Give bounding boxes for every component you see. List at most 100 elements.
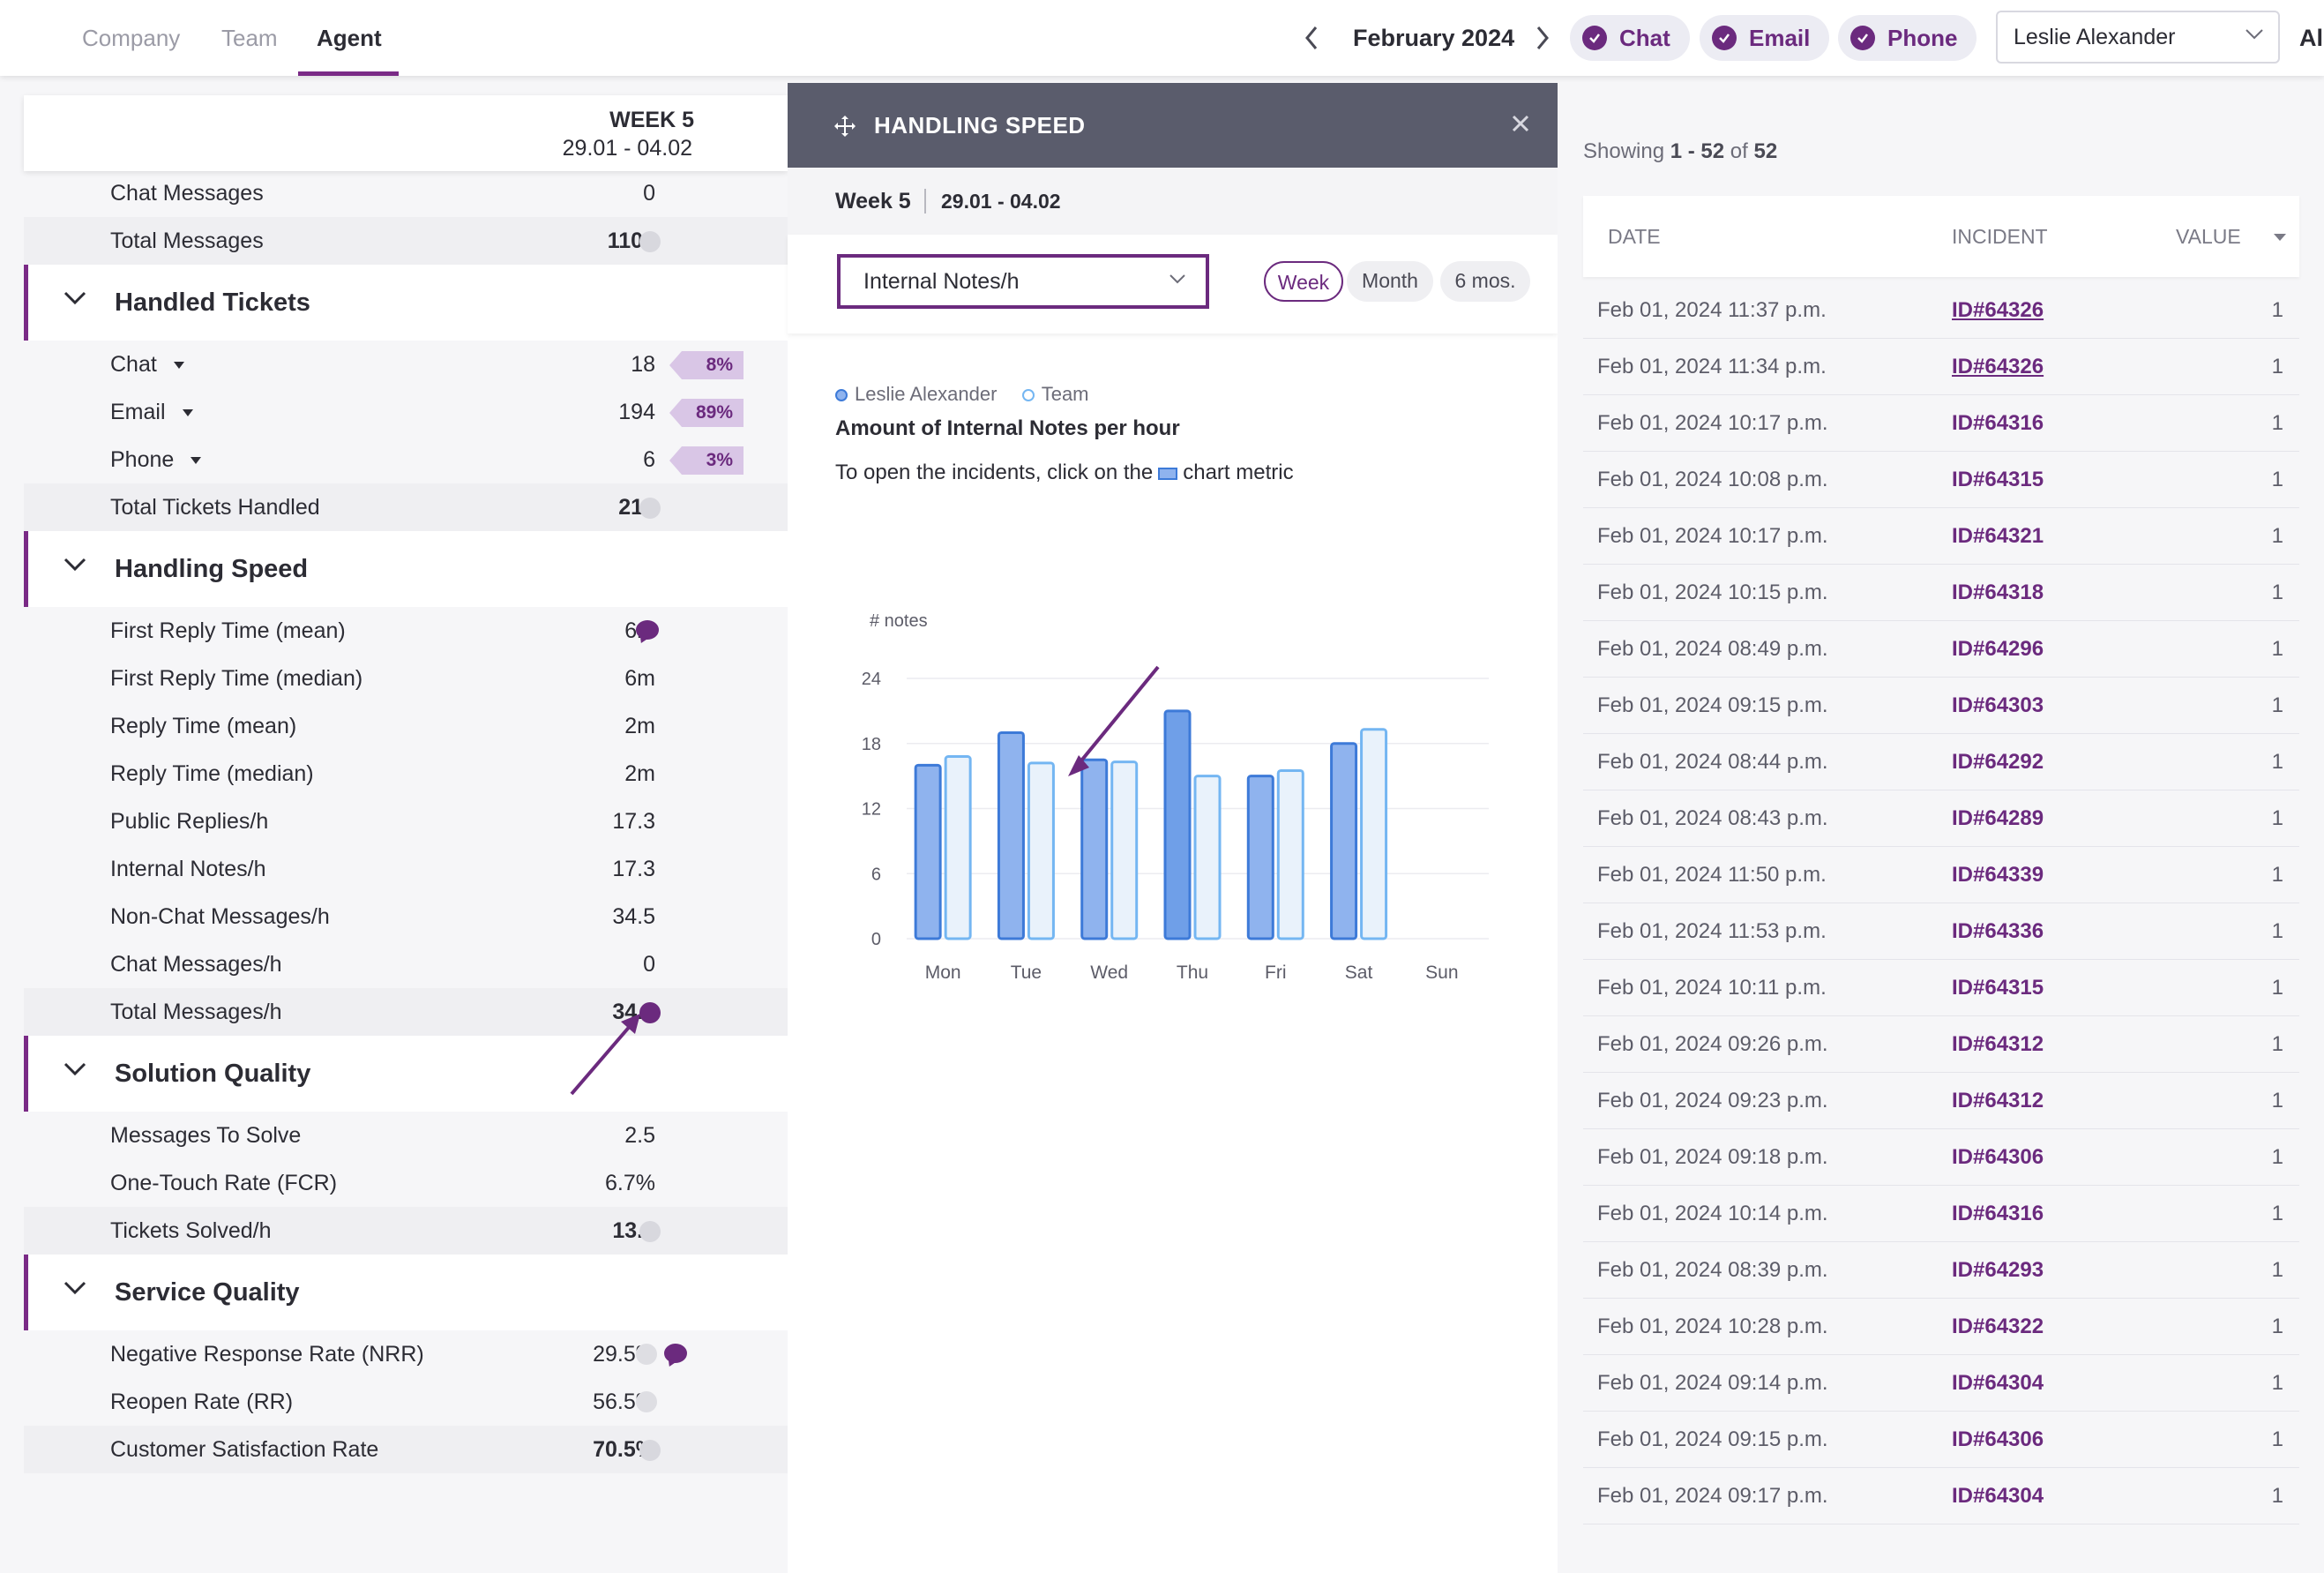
incident-link[interactable]: ID#64312 xyxy=(1952,1032,2044,1056)
table-row[interactable]: Feb 01, 2024 10:28 p.m. ID#64322 1 xyxy=(1583,1299,2299,1355)
incident-link[interactable]: ID#64306 xyxy=(1952,1145,2044,1169)
comment-icon[interactable] xyxy=(636,620,659,640)
table-row[interactable]: Feb 01, 2024 09:15 p.m. ID#64303 1 xyxy=(1583,678,2299,734)
chart-bar[interactable] xyxy=(997,730,1025,940)
incident-link[interactable]: ID#64315 xyxy=(1952,468,2044,491)
chart-bar[interactable] xyxy=(1276,768,1304,940)
truncated-nav-item[interactable]: Al xyxy=(2299,25,2323,51)
incident-link[interactable]: ID#64318 xyxy=(1952,581,2044,604)
incident-value: 1 xyxy=(2271,298,2283,322)
column-header-date[interactable]: DATE xyxy=(1608,225,1661,248)
chart-bar[interactable] xyxy=(1360,728,1388,940)
table-row[interactable]: Feb 01, 2024 11:34 p.m. ID#64326 1 xyxy=(1583,339,2299,395)
incident-value: 1 xyxy=(2271,976,2283,1000)
chart-bar[interactable] xyxy=(1163,709,1192,940)
chart-bar[interactable] xyxy=(1110,760,1139,940)
previous-month-button[interactable] xyxy=(1297,23,1326,53)
legend-agent[interactable]: Leslie Alexander xyxy=(855,383,998,405)
section-title: Solution Quality xyxy=(115,1060,311,1088)
table-row[interactable]: Feb 01, 2024 08:44 p.m. ID#64292 1 xyxy=(1583,734,2299,790)
incident-link[interactable]: ID#64304 xyxy=(1952,1484,2044,1508)
metric-label[interactable]: Chat xyxy=(110,341,185,388)
table-row[interactable]: Feb 01, 2024 10:17 p.m. ID#64316 1 xyxy=(1583,395,2299,452)
table-row[interactable]: Feb 01, 2024 10:17 p.m. ID#64321 1 xyxy=(1583,508,2299,565)
incident-link[interactable]: ID#64326 xyxy=(1952,298,2044,322)
incident-link[interactable]: ID#64326 xyxy=(1952,355,2044,378)
chart-bar[interactable] xyxy=(1027,761,1055,940)
chart-bar[interactable] xyxy=(1246,775,1274,940)
incident-link[interactable]: ID#64289 xyxy=(1952,806,2044,830)
incident-link[interactable]: ID#64316 xyxy=(1952,411,2044,435)
metric-select[interactable]: Internal Notes/h xyxy=(837,254,1209,309)
incident-link[interactable]: ID#64339 xyxy=(1952,863,2044,887)
section-service-quality[interactable]: Service Quality xyxy=(24,1255,788,1330)
column-header-value[interactable]: VALUE xyxy=(2176,225,2241,248)
table-row[interactable]: Feb 01, 2024 09:26 p.m. ID#64312 1 xyxy=(1583,1016,2299,1073)
chart-bar[interactable] xyxy=(1193,775,1222,940)
table-row[interactable]: Feb 01, 2024 09:23 p.m. ID#64312 1 xyxy=(1583,1073,2299,1129)
period-6mos-button[interactable]: 6 mos. xyxy=(1440,261,1530,302)
pie-chart-icon[interactable] xyxy=(639,1002,661,1023)
metric-row: Non-Chat Messages/h 34.5 xyxy=(24,893,788,940)
table-row[interactable]: Feb 01, 2024 11:53 p.m. ID#64336 1 xyxy=(1583,903,2299,960)
incident-link[interactable]: ID#64304 xyxy=(1952,1371,2044,1395)
incident-link[interactable]: ID#64303 xyxy=(1952,693,2044,717)
period-month-button[interactable]: Month xyxy=(1347,261,1433,302)
incident-link[interactable]: ID#64316 xyxy=(1952,1202,2044,1225)
incident-link[interactable]: ID#64312 xyxy=(1952,1089,2044,1112)
table-row[interactable]: Feb 01, 2024 10:11 p.m. ID#64315 1 xyxy=(1583,960,2299,1016)
table-row[interactable]: Feb 01, 2024 09:18 p.m. ID#64306 1 xyxy=(1583,1129,2299,1186)
table-row[interactable]: Feb 01, 2024 08:43 p.m. ID#64289 1 xyxy=(1583,790,2299,847)
channel-filter-phone[interactable]: Phone xyxy=(1838,15,1977,61)
section-handled-tickets[interactable]: Handled Tickets xyxy=(24,265,788,341)
panel-header: HANDLING SPEED xyxy=(788,83,1558,168)
channel-filter-email[interactable]: Email xyxy=(1700,15,1830,61)
table-row[interactable]: Feb 01, 2024 10:14 p.m. ID#64316 1 xyxy=(1583,1186,2299,1242)
metric-label[interactable]: Email xyxy=(110,388,194,436)
table-row[interactable]: Feb 01, 2024 10:08 p.m. ID#64315 1 xyxy=(1583,452,2299,508)
table-row[interactable]: Feb 01, 2024 08:39 p.m. ID#64293 1 xyxy=(1583,1242,2299,1299)
pie-chart-icon[interactable] xyxy=(639,1221,661,1242)
table-row[interactable]: Feb 01, 2024 09:15 p.m. ID#64306 1 xyxy=(1583,1412,2299,1468)
incident-link[interactable]: ID#64322 xyxy=(1952,1315,2044,1338)
comment-icon[interactable] xyxy=(664,1344,687,1363)
next-month-button[interactable] xyxy=(1528,23,1558,53)
table-row[interactable]: Feb 01, 2024 11:37 p.m. ID#64326 1 xyxy=(1583,282,2299,339)
incident-date: Feb 01, 2024 11:53 p.m. xyxy=(1597,919,1827,943)
table-row[interactable]: Feb 01, 2024 09:17 p.m. ID#64304 1 xyxy=(1583,1468,2299,1524)
chart-bar[interactable] xyxy=(944,755,972,940)
incident-link[interactable]: ID#64292 xyxy=(1952,750,2044,774)
section-solution-quality[interactable]: Solution Quality xyxy=(24,1036,788,1112)
pie-chart-icon[interactable] xyxy=(639,498,661,519)
table-row[interactable]: Feb 01, 2024 11:50 p.m. ID#64339 1 xyxy=(1583,847,2299,903)
pie-chart-icon[interactable] xyxy=(639,1440,661,1461)
legend-team[interactable]: Team xyxy=(1041,383,1089,405)
column-header-incident[interactable]: INCIDENT xyxy=(1952,225,2048,248)
table-row[interactable]: Feb 01, 2024 09:14 p.m. ID#64304 1 xyxy=(1583,1355,2299,1412)
incident-link[interactable]: ID#64293 xyxy=(1952,1258,2044,1282)
incident-link[interactable]: ID#64296 xyxy=(1952,637,2044,661)
tab-company[interactable]: Company xyxy=(82,25,181,51)
tab-agent[interactable]: Agent xyxy=(317,25,382,51)
metric-label[interactable]: Phone xyxy=(110,436,202,483)
chart-bar[interactable] xyxy=(914,763,942,940)
section-handling-speed[interactable]: Handling Speed xyxy=(24,531,788,607)
agent-select[interactable]: Leslie Alexander xyxy=(1996,11,2280,64)
chart-bar[interactable] xyxy=(1080,758,1109,940)
close-icon[interactable] xyxy=(1510,113,1531,134)
sort-desc-icon[interactable] xyxy=(2273,233,2287,242)
chart-bar[interactable] xyxy=(1330,742,1358,940)
channel-filter-chat[interactable]: Chat xyxy=(1570,15,1690,61)
incident-link[interactable]: ID#64315 xyxy=(1952,976,2044,1000)
incident-link[interactable]: ID#64336 xyxy=(1952,919,2044,943)
period-week-button[interactable]: Week xyxy=(1264,261,1343,302)
incident-link[interactable]: ID#64306 xyxy=(1952,1427,2044,1451)
table-row[interactable]: Feb 01, 2024 08:49 p.m. ID#64296 1 xyxy=(1583,621,2299,678)
incident-date: Feb 01, 2024 09:26 p.m. xyxy=(1597,1032,1828,1056)
metric-label: Reply Time (mean) xyxy=(110,714,297,738)
percentage-badge: 3% xyxy=(669,446,744,475)
tab-team[interactable]: Team xyxy=(221,25,278,51)
incident-link[interactable]: ID#64321 xyxy=(1952,524,2044,548)
pie-chart-icon[interactable] xyxy=(639,231,661,252)
table-row[interactable]: Feb 01, 2024 10:15 p.m. ID#64318 1 xyxy=(1583,565,2299,621)
